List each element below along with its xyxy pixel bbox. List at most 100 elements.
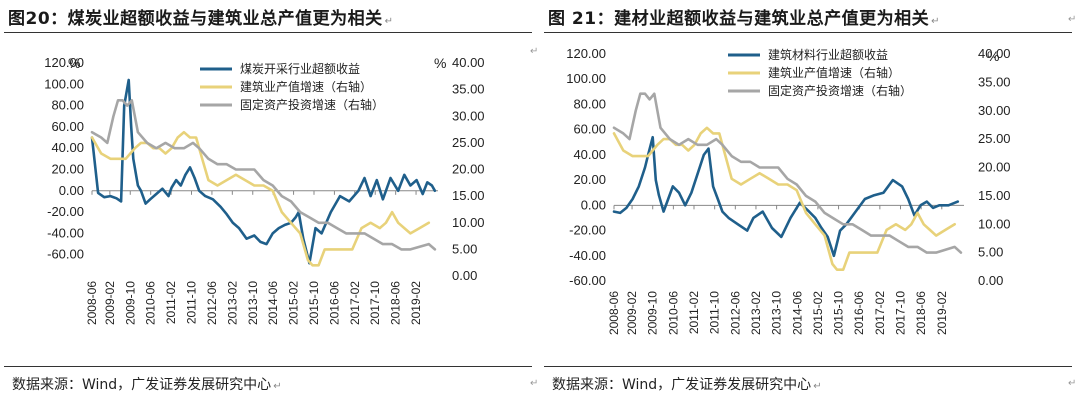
y-right-tick-label: 25.00 bbox=[452, 135, 485, 150]
y-right-tick-label: 35.00 bbox=[452, 82, 485, 97]
chart-title: 图20：煤炭业超额收益与建筑业总产值更为相关 ↵ bbox=[8, 9, 394, 29]
legend-label: 建筑材料行业超额收益 bbox=[768, 47, 888, 62]
paragraph-mark-icon: ↵ bbox=[1068, 378, 1077, 389]
y-left-tick-label: 0.00 bbox=[59, 183, 84, 198]
series-line-2 bbox=[612, 126, 957, 271]
x-tick-label: 2009-10 bbox=[646, 291, 660, 335]
paragraph-mark-icon: ↵ bbox=[530, 46, 539, 57]
y-right-tick-label: 0.00 bbox=[452, 268, 477, 283]
legend-label: 固定资产投资增速（右轴） bbox=[240, 97, 384, 112]
x-tick-label: 2008-06 bbox=[607, 291, 621, 335]
y-left-tick-label: -60.00 bbox=[569, 273, 606, 288]
x-tick-label: 2012-06 bbox=[205, 281, 219, 325]
y-left-tick-label: 80.00 bbox=[573, 96, 606, 111]
y-left-tick-label: -40.00 bbox=[569, 248, 606, 263]
x-tick-label: 2019-02 bbox=[935, 291, 949, 335]
y-left-tick-label: -40.00 bbox=[47, 225, 84, 240]
y-left-tick-label: 100.00 bbox=[44, 76, 84, 91]
y-right-unit: % bbox=[434, 55, 446, 71]
legend-label: 煤炭开采行业超额收益 bbox=[240, 61, 360, 76]
x-tick-label: 2014-06 bbox=[266, 281, 280, 325]
y-left-tick-label: 100.00 bbox=[566, 71, 606, 86]
y-right-tick-label: 15.00 bbox=[452, 188, 485, 203]
y-left-tick-label: 40.00 bbox=[51, 140, 84, 155]
source-note: 数据来源：Wind，广发证券发展研究中心 ↵ bbox=[552, 377, 822, 393]
series-line-3 bbox=[90, 99, 437, 251]
x-tick-label: 2013-10 bbox=[770, 291, 784, 335]
chart-panel-coal: 图20：煤炭业超额收益与建筑业总产值更为相关 ↵ -60.00 -40.00 -20.… bbox=[4, 9, 532, 393]
y-left-tick-label: 80.00 bbox=[51, 98, 84, 113]
x-tick-label: 2009-02 bbox=[103, 281, 117, 325]
y-right-tick-label: 30.00 bbox=[452, 108, 485, 123]
chart-panel-building-materials: ↵ ↵ 图 21：建材业超额收益与建筑业总产值更为相关 ↵ -60.00 -40.0… bbox=[530, 0, 1080, 400]
legend-label: 建筑业产值增速（右轴） bbox=[240, 79, 372, 94]
paragraph-mark-icon: ↵ bbox=[1068, 14, 1077, 25]
series-line-1 bbox=[612, 135, 960, 258]
x-tick-label: 2011-10 bbox=[708, 291, 722, 334]
y-right-tick-label: 10.00 bbox=[452, 215, 485, 230]
y-left-unit: % bbox=[68, 55, 80, 71]
x-tick-label: 2011-02 bbox=[687, 291, 701, 334]
x-tick-label: 2016-06 bbox=[327, 281, 341, 325]
y-right-unit: % bbox=[987, 48, 999, 64]
x-tick-label: 2015-02 bbox=[811, 291, 825, 335]
x-tick-label: 2010-06 bbox=[666, 291, 680, 335]
x-tick-label: 2012-06 bbox=[728, 291, 742, 335]
y-left-tick-label: 20.00 bbox=[51, 162, 84, 177]
x-tick-label: 2017-02 bbox=[873, 291, 887, 335]
y-right-tick-label: 15.00 bbox=[978, 188, 1011, 203]
x-tick-label: 2016-06 bbox=[852, 291, 866, 335]
y-right-tick-label: 40.00 bbox=[452, 55, 485, 70]
x-tick-label: 2017-02 bbox=[348, 281, 362, 325]
line-chart-building-materials: -60.00 -40.00 -20.00 0.00 20.00 40.00 60.00 80.… bbox=[566, 46, 1011, 335]
series-line-2 bbox=[90, 130, 431, 267]
y-right-tick-label: 35.00 bbox=[978, 74, 1011, 89]
x-tick-label: 2015-02 bbox=[287, 281, 301, 325]
y-right-tick-label: 25.00 bbox=[978, 131, 1011, 146]
title-divider bbox=[4, 32, 532, 33]
x-tick-label: 2014-06 bbox=[790, 291, 804, 335]
x-tick-label: 2009-10 bbox=[123, 281, 137, 325]
x-tick-label: 2013-10 bbox=[246, 281, 260, 325]
x-tick-label: 2013-02 bbox=[225, 281, 239, 325]
x-tick-label: 2013-02 bbox=[749, 291, 763, 335]
y-right-tick-label: 20.00 bbox=[978, 160, 1011, 175]
y-left-tick-label: 120.00 bbox=[44, 55, 84, 70]
x-tick-label: 2018-06 bbox=[914, 291, 928, 335]
x-tick-label: 2010-06 bbox=[144, 281, 158, 325]
x-tick-label: 2017-10 bbox=[368, 281, 382, 325]
x-tick-label: 2008-06 bbox=[85, 281, 99, 325]
legend-label: 建筑业产值增速（右轴） bbox=[768, 65, 900, 80]
line-chart-coal: -60.00 -40.00 -20.00 0.00 20.00 40.00 60.00 80.… bbox=[44, 55, 485, 325]
y-right-tick-label: 10.00 bbox=[978, 216, 1011, 231]
chart-title: 图 21：建材业超额收益与建筑业总产值更为相关 ↵ bbox=[548, 9, 940, 29]
x-tick-label: 2018-06 bbox=[389, 281, 403, 325]
title-divider bbox=[544, 32, 1072, 33]
y-left-tick-label: 40.00 bbox=[573, 147, 606, 162]
y-left-tick-label: -20.00 bbox=[47, 204, 84, 219]
footer-divider bbox=[544, 366, 1072, 367]
paragraph-mark-icon: ↵ bbox=[530, 378, 539, 389]
x-tick-label: 2015-10 bbox=[307, 281, 321, 325]
y-left-tick-label: -60.00 bbox=[47, 247, 84, 262]
y-right-tick-label: 30.00 bbox=[978, 103, 1011, 118]
legend-label: 固定资产投资增速（右轴） bbox=[768, 83, 912, 98]
y-left-tick-label: -20.00 bbox=[569, 223, 606, 238]
y-right-tick-label: 20.00 bbox=[452, 162, 485, 177]
x-tick-label: 2011-02 bbox=[164, 281, 178, 324]
series-line-3 bbox=[612, 92, 963, 254]
x-tick-label: 2019-02 bbox=[409, 281, 423, 325]
y-left-tick-label: 60.00 bbox=[51, 119, 84, 134]
y-left-tick-label: 60.00 bbox=[573, 122, 606, 137]
y-left-tick-label: 120.00 bbox=[566, 46, 606, 61]
footer-divider bbox=[4, 366, 532, 367]
x-tick-label: 2009-02 bbox=[625, 291, 639, 335]
y-left-tick-label: 0.00 bbox=[581, 197, 606, 212]
series-line-1 bbox=[90, 78, 437, 265]
y-right-tick-label: 0.00 bbox=[978, 273, 1003, 288]
source-note: 数据来源：Wind，广发证券发展研究中心 ↵ bbox=[12, 377, 282, 393]
y-right-tick-label: 5.00 bbox=[452, 241, 477, 256]
x-tick-label: 2015-10 bbox=[832, 291, 846, 335]
y-right-tick-label: 5.00 bbox=[978, 245, 1003, 260]
x-tick-label: 2011-10 bbox=[185, 281, 199, 324]
